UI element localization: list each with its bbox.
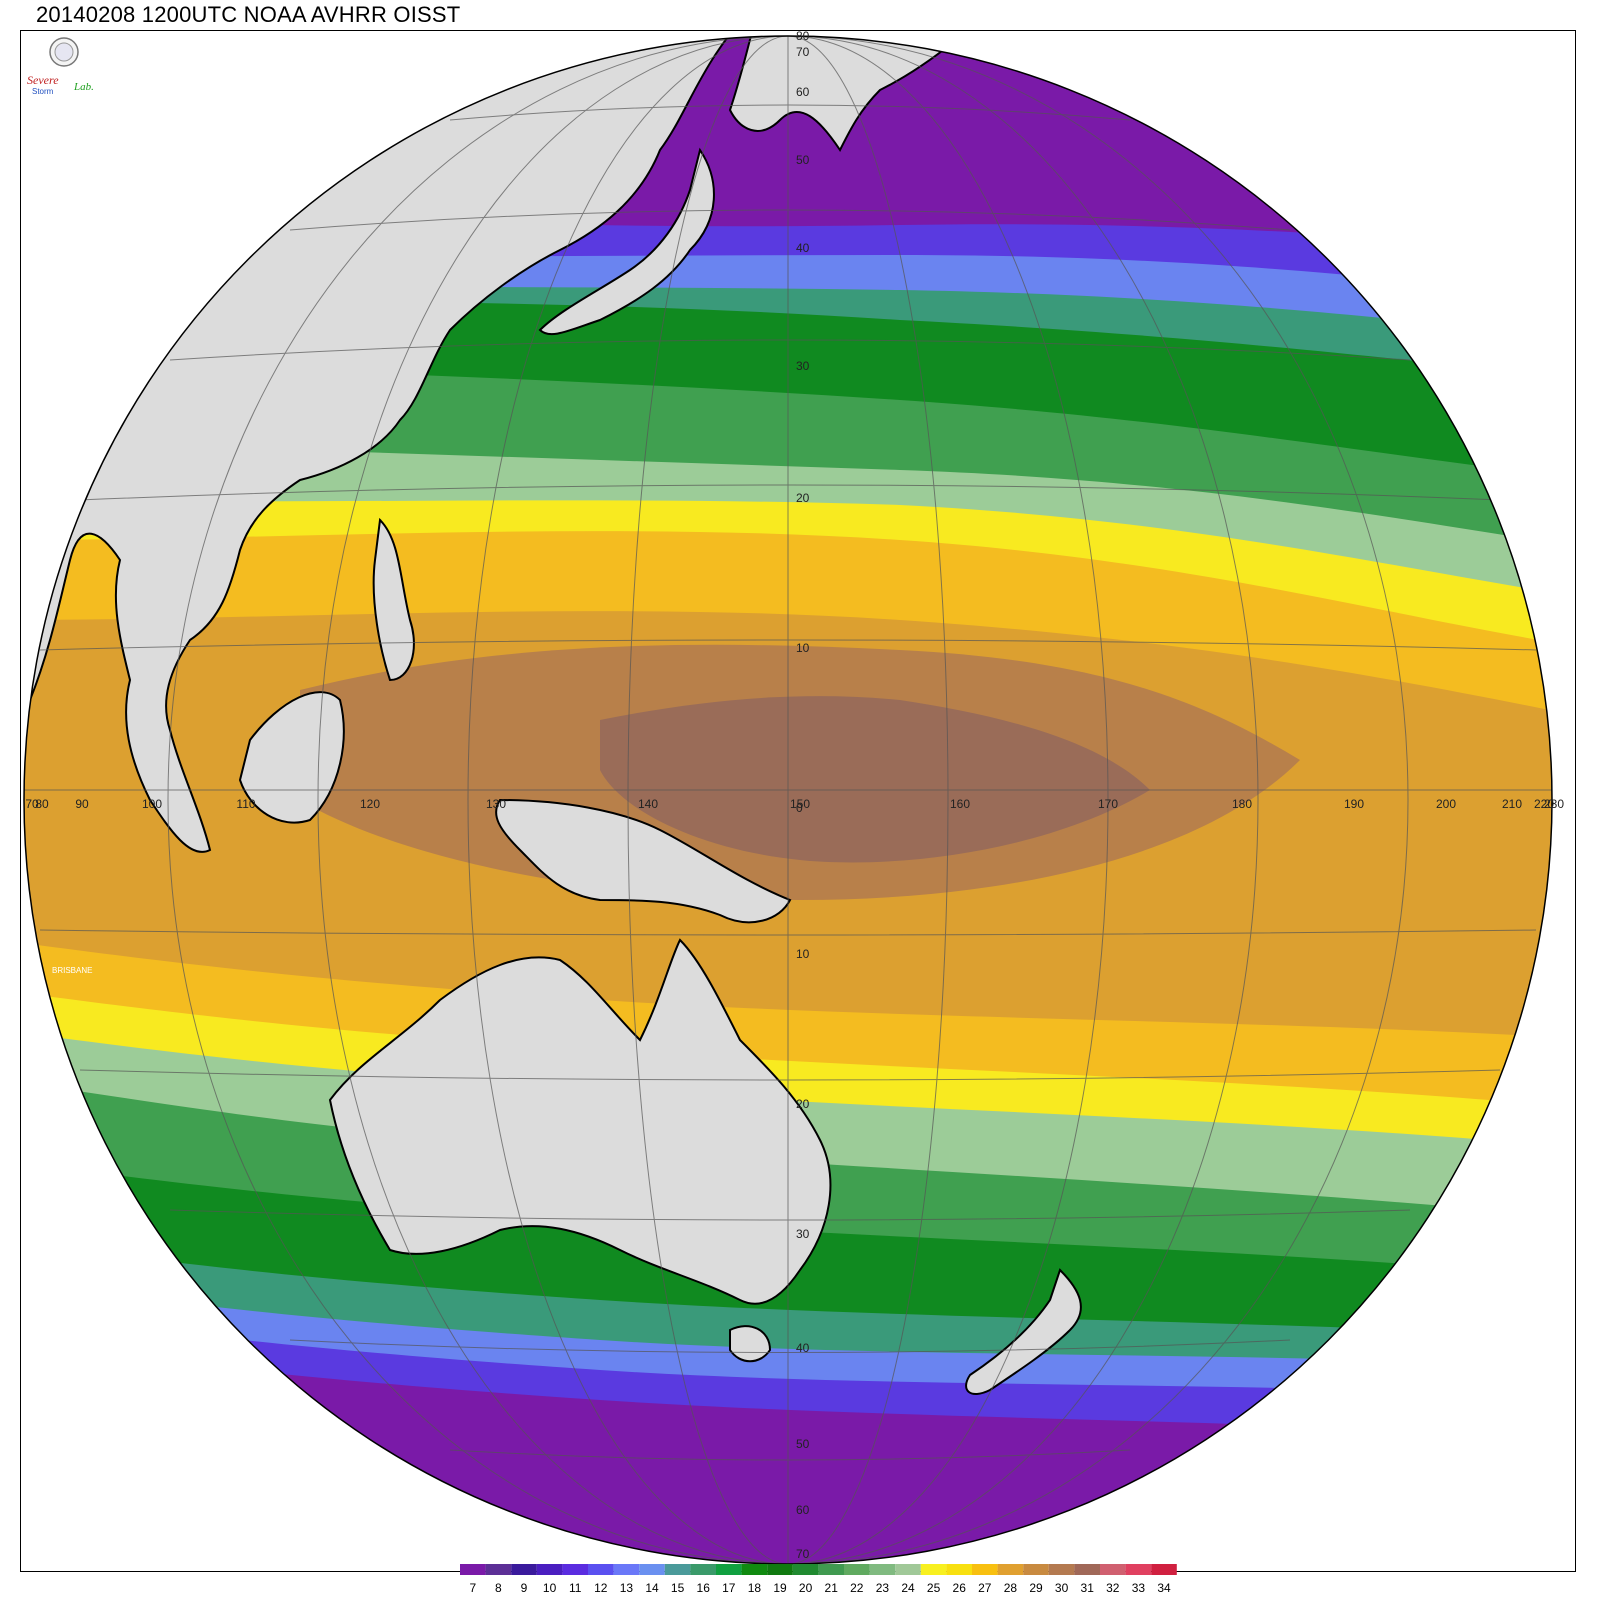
latitude-tick-label: 40 [796,241,810,255]
graticule [24,36,1552,1564]
longitude-tick-label: 70 [25,797,39,811]
land-new-guinea [495,798,792,924]
latitude-tick-label: 20 [796,491,810,505]
latitude-tick-label: 50 [796,153,810,167]
longitude-tick-label: 190 [1344,797,1364,811]
land-new-zealand [965,1268,1082,1395]
latitude-tick-label: 40 [796,1341,810,1355]
longitude-tick-label: 140 [638,797,658,811]
longitude-tick-label: 110 [236,797,255,811]
latitude-tick-label: 10 [796,641,810,655]
latitude-tick-label: 80 [796,29,810,43]
longitude-tick-label: 200 [1436,797,1456,811]
longitude-tick-label: 230 [1544,797,1564,811]
latitude-tick-label: 30 [796,1227,810,1241]
latitude-tick-label: 0 [796,801,803,815]
latitude-tick-label: 30 [796,359,810,373]
latitude-tick-label: 60 [796,1503,810,1517]
longitude-tick-label: 160 [950,797,970,811]
longitude-tick-label: 180 [1232,797,1252,811]
longitude-tick-label: 80 [35,797,49,811]
latitude-tick-label: 70 [796,1547,810,1561]
sst-band-30 [600,696,1150,863]
latitude-tick-label: 10 [796,947,810,961]
longitude-tick-label: 210 [1502,797,1522,811]
land-australia [328,938,832,1305]
map-title: 20140208 1200UTC NOAA AVHRR OISST [36,2,461,27]
longitude-tick-label: 90 [75,797,89,811]
longitude-tick-label: 100 [142,797,162,811]
longitude-tick-label: 220 [1534,797,1554,811]
station-label: BRISBANE [52,966,92,975]
logo-text-severe: Severe [27,73,59,87]
latitude-tick-label: 20 [796,1097,810,1111]
logo-text-lab: Lab. [73,81,94,93]
logo-text-storm: Storm [32,87,54,96]
latitude-tick-label: 70 [796,45,810,59]
longitude-tick-label: 130 [486,797,506,811]
severe-storm-lab-logo: Severe Storm Lab. [27,37,94,96]
longitude-tick-label: 170 [1098,797,1118,811]
longitude-tick-label: 120 [360,797,380,811]
latitude-tick-label: 50 [796,1437,810,1451]
latitude-labels: 80 70 60 50 40 30 20 10 0 10 20 30 40 50 60 70 [796,29,810,1561]
land-philippines [372,517,415,682]
longitude-tick-label: 150 [790,797,810,811]
latitude-tick-label: 60 [796,85,810,99]
